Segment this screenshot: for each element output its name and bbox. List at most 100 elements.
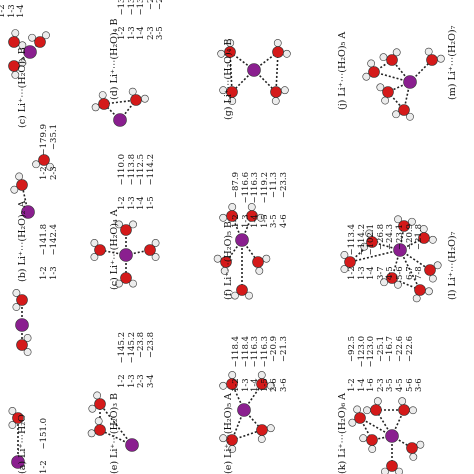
caption-a: (a) Li⁺⋯H₂O xyxy=(17,414,28,474)
hydrogen-atom xyxy=(141,94,149,103)
hydrogen-atom xyxy=(90,253,99,261)
interaction-energy: −23.0 xyxy=(155,0,166,18)
table-h: 1-2−118.4 1-3−118.4 1-4−116.3 1-5−116.3 2-6−… xyxy=(231,336,290,392)
hydrogen-atom xyxy=(129,279,137,288)
hydrogen-atom xyxy=(394,280,402,289)
hydrogen-atom xyxy=(12,303,21,311)
bond-pair: 3-5 xyxy=(155,26,166,40)
caption-h: (e) Li⁺⋯(H₂O)₅ A xyxy=(223,393,234,474)
hydrogen-atom xyxy=(93,391,102,400)
hydrogen-atom xyxy=(376,83,385,92)
lithium-atom xyxy=(125,438,139,452)
hydrogen-atom xyxy=(255,267,264,275)
hydrogen-atom xyxy=(129,220,137,229)
table-row: 3-4 −23.8 xyxy=(145,332,157,388)
table-row: 1-2 −151.0 xyxy=(39,418,50,474)
table-row: 7-8 −21.8 xyxy=(414,224,425,280)
hydrogen-atom xyxy=(28,33,36,42)
hydrogen-atom xyxy=(90,239,99,247)
caption-i: (f) Li⁺⋯(H₂O)₅ B xyxy=(223,221,234,300)
oxygen-atom xyxy=(272,46,284,58)
lithium-atom xyxy=(119,248,133,262)
oxygen-atom xyxy=(12,412,24,424)
hydrogen-atom xyxy=(368,445,377,453)
oxygen-atom xyxy=(424,264,436,276)
oxygen-atom xyxy=(38,154,50,166)
hydrogen-atom xyxy=(151,253,160,261)
oxygen-atom xyxy=(94,398,106,410)
hydrogen-atom xyxy=(363,406,371,415)
hydrogen-atom xyxy=(8,407,17,415)
table-d: 1-2 1-3 1-4 xyxy=(0,0,27,18)
oxygen-atom xyxy=(426,54,438,66)
lithium-atom xyxy=(403,75,417,89)
oxygen-atom xyxy=(16,179,28,191)
interaction-energy: −21.3 xyxy=(278,336,289,363)
oxygen-atom xyxy=(366,236,378,248)
hydrogen-atom xyxy=(151,239,160,247)
table-i: 1-2−87.9 1-3−116.6 1-4−116.3 1-5−119.2 3-5−1… xyxy=(231,172,290,228)
hydrogen-atom xyxy=(115,279,123,288)
oxygen-atom xyxy=(270,86,282,98)
hydrogen-atom xyxy=(373,397,382,406)
caption-m: (j) Li⁺⋯(H₂O)₅ A xyxy=(337,31,348,110)
hydrogen-atom xyxy=(359,434,368,443)
hydrogen-atom xyxy=(46,162,54,171)
oxygen-atom xyxy=(130,94,142,106)
lithium-atom xyxy=(21,205,35,219)
hydrogen-atom xyxy=(213,254,222,263)
hydrogen-atom xyxy=(381,467,389,474)
oxygen-atom xyxy=(398,104,410,116)
interaction-energy: −21.8 xyxy=(414,224,425,251)
caption-f: (c) Li⁺⋯(H₂O)₄ A xyxy=(109,209,120,290)
caption-e: (e) Li⁺⋯(H₂O)₃ B xyxy=(109,392,120,474)
hydrogen-atom xyxy=(428,235,437,244)
table-k: 1-2−92.5 1-4−123.0 1-6−123.0 2-3−25.1 3-5−16… xyxy=(347,336,425,392)
hydrogen-atom xyxy=(115,220,123,229)
hydrogen-atom xyxy=(273,39,282,47)
bond-pair: 3-4 xyxy=(145,374,156,388)
oxygen-atom xyxy=(386,460,398,472)
caption-j: (g) Li⁺⋯(H₂O)₄ B xyxy=(223,38,234,120)
oxygen-atom xyxy=(414,284,426,296)
lithium-atom xyxy=(235,233,249,247)
oxygen-atom xyxy=(16,339,28,351)
hydrogen-atom xyxy=(12,289,21,297)
hydrogen-atom xyxy=(406,112,414,121)
hydrogen-atom xyxy=(340,251,349,259)
table-c: 1-2−179.9 2-3−35.1 xyxy=(39,124,59,180)
hydrogen-atom xyxy=(262,254,271,263)
caption-k: (k) Li⁺⋯(H₂O)₆ A xyxy=(337,392,348,474)
hydrogen-atom xyxy=(348,418,357,427)
table-e: 1-2−145.2 1-3−145.2 2-3−23.8 3-4−23.8 xyxy=(117,332,157,388)
table-row: 4-6 −23.3 xyxy=(279,172,290,228)
hydrogen-bond xyxy=(275,51,279,93)
hydrogen-atom xyxy=(98,91,107,99)
oxygen-atom xyxy=(120,272,132,284)
oxygen-atom xyxy=(370,404,382,416)
oxygen-atom xyxy=(386,272,398,284)
hydrogen-bond xyxy=(399,249,421,291)
table-row: 1-5 −114.2 xyxy=(146,154,157,210)
oxygen-atom xyxy=(418,232,430,244)
oxygen-atom xyxy=(8,36,20,48)
hydrogen-atom xyxy=(280,86,289,95)
hydrogen-atom xyxy=(409,406,417,415)
hydrogen-atom xyxy=(23,334,32,342)
oxygen-atom xyxy=(354,412,366,424)
oxygen-atom xyxy=(256,424,268,436)
bond-pair: 1-2 xyxy=(39,460,49,474)
oxygen-atom xyxy=(94,244,106,256)
caption-b: (b) Li⁺⋯(H₂O)₂ A xyxy=(17,200,28,282)
hydrogen-atom xyxy=(266,424,275,433)
bond-pair: 7-8 xyxy=(414,266,425,280)
hydrogen-atom xyxy=(18,58,27,67)
bond-pair: 1-3 xyxy=(48,266,59,280)
bond-pair: 1-4 xyxy=(16,4,27,18)
bond-pair: 2-3 xyxy=(48,166,59,180)
hydrogen-atom xyxy=(87,429,96,438)
hydrogen-atom xyxy=(94,417,103,425)
hydrogen-atom xyxy=(91,103,100,112)
oxygen-atom xyxy=(406,442,418,454)
